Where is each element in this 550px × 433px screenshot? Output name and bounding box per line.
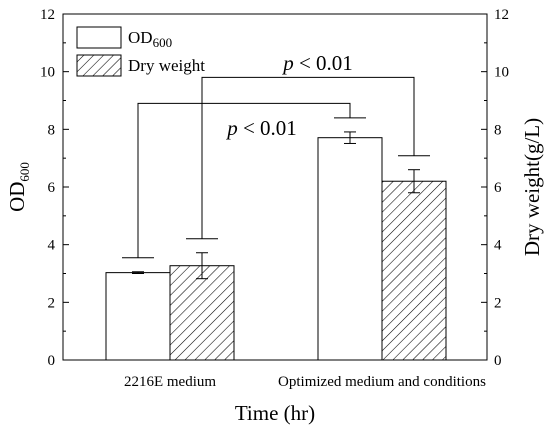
bracket-line	[201, 76, 415, 239]
significance-threshold: < 0.01	[238, 116, 297, 140]
y2-tick-label: 8	[494, 122, 502, 138]
legend-label-base: OD	[128, 28, 153, 47]
legend-swatch	[76, 26, 122, 49]
y2-tick-label: 6	[494, 180, 502, 196]
legend: OD600 Dry weight	[76, 26, 205, 77]
bar	[105, 272, 171, 361]
significance-label: p < 0.01	[281, 51, 353, 75]
y-tick-label: 12	[40, 7, 55, 23]
y-axis-title-subscript: 600	[17, 162, 32, 182]
y2-axis-title: Dry weight(g/L)	[520, 118, 544, 256]
category-label: 2216E medium	[124, 374, 216, 390]
bars	[105, 137, 447, 361]
y-axis-title-base: OD	[5, 182, 29, 212]
category-labels: 2216E medium Optimized medium and conditi…	[124, 374, 486, 390]
y2-tick-label: 4	[494, 238, 502, 254]
legend-label-subscript: 600	[153, 35, 173, 50]
significance-p: p	[225, 116, 238, 140]
significance-p: p	[281, 51, 294, 75]
y-tick-label: 10	[40, 65, 55, 81]
bar	[317, 137, 383, 361]
left-axis: 0 2 4 6 8 10 12	[40, 7, 69, 369]
legend-label: Dry weight	[128, 56, 205, 75]
x-axis-title: Time (hr)	[235, 401, 315, 425]
legend-label-base: Dry weight	[128, 56, 205, 75]
y2-tick-label: 10	[494, 65, 509, 81]
y2-tick-label: 0	[494, 353, 502, 369]
legend-label: OD600	[128, 28, 172, 50]
significance-brackets: p < 0.01p < 0.01	[122, 51, 430, 259]
error-bars	[132, 131, 420, 280]
y2-tick-label: 12	[494, 7, 509, 23]
y2-tick-label: 2	[494, 295, 502, 311]
y-tick-label: 6	[48, 180, 56, 196]
significance-label: p < 0.01	[225, 116, 297, 140]
y-tick-label: 2	[48, 295, 56, 311]
bracket-line	[137, 102, 351, 258]
bar	[381, 180, 447, 361]
category-label: Optimized medium and conditions	[278, 374, 486, 390]
significance-threshold: < 0.01	[294, 51, 353, 75]
right-axis: 0 2 4 6 8 10 12	[481, 7, 509, 369]
y-tick-label: 4	[48, 238, 56, 254]
y-tick-label: 0	[48, 353, 56, 369]
legend-swatch	[76, 54, 122, 77]
y-axis-title: OD600	[5, 162, 32, 212]
bar	[169, 265, 235, 361]
y-tick-label: 8	[48, 122, 56, 138]
